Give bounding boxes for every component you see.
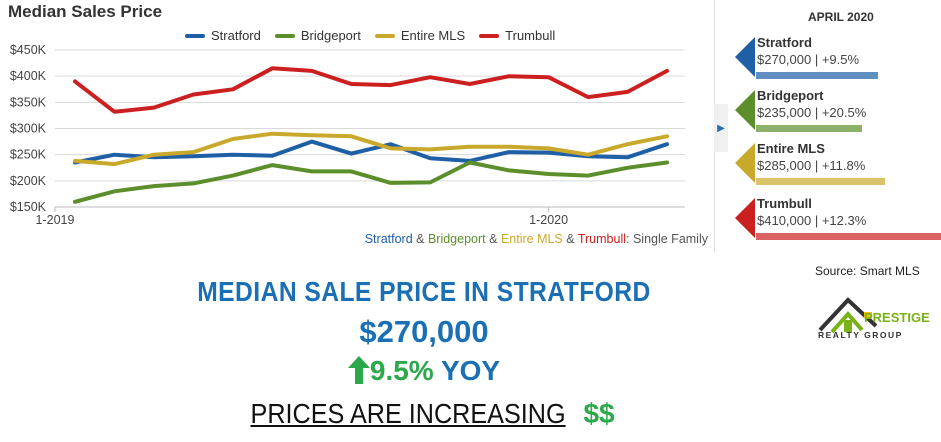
legend-item-trumbull[interactable]: Trumbull (479, 28, 555, 43)
legend-label: Entire MLS (400, 28, 466, 43)
card-bar-track (756, 125, 941, 132)
headline-title: MEDIAN SALE PRICE IN STRATFORD (197, 276, 651, 307)
card-bar (756, 72, 878, 79)
flag-icon (735, 143, 755, 183)
card-name: Bridgeport (757, 88, 824, 103)
change-period: YOY (433, 355, 501, 386)
card-stat: $285,000 | +11.8% (757, 158, 866, 173)
caption-part: Bridgeport (427, 232, 486, 246)
chart-title: Median Sales Price (8, 2, 163, 21)
message-text: PRICES ARE INCREASING (250, 398, 566, 429)
caption-part: & (562, 232, 578, 246)
card-bar (756, 178, 885, 185)
card-bar (756, 233, 941, 240)
flag-icon (735, 198, 755, 238)
flag-icon (735, 90, 755, 130)
series-line-entire-mls (73, 131, 669, 167)
logo-icon (818, 297, 878, 334)
y-tick-label: $300K (10, 122, 47, 136)
caption-part: : Single Family (626, 232, 708, 246)
y-tick-label: $150K (10, 200, 47, 214)
card-stat: $410,000 | +12.3% (757, 213, 867, 228)
card-name: Entire MLS (757, 141, 825, 156)
caption-part: & (485, 232, 501, 246)
y-tick-label: $400K (10, 69, 47, 83)
caption-part: Entire MLS (500, 232, 563, 246)
summary-card-bridgeport[interactable]: Bridgeport $235,000 | +20.5% (735, 88, 941, 132)
legend-item-bridgeport[interactable]: Bridgeport (274, 28, 361, 43)
headline-message: PRICES ARE INCREASING $$ (0, 398, 848, 430)
y-tick-label: $350K (10, 95, 47, 109)
logo-subtext: REALTY GROUP (818, 330, 903, 340)
chevron-right-icon[interactable]: ▶ (714, 104, 728, 152)
summary-card-stratford[interactable]: Stratford $270,000 | +9.5% (735, 35, 941, 79)
y-tick-label: $450K (10, 43, 47, 57)
legend-swatch (374, 33, 395, 38)
source-note: Source: Smart MLS (815, 264, 920, 278)
card-bar (756, 125, 863, 132)
x-tick-label: 1-2019 (36, 213, 75, 227)
legend-label: Bridgeport (300, 28, 361, 43)
headline-change: 9.5% YOY (0, 355, 848, 387)
panel-date: APRIL 2020 (808, 10, 874, 24)
summary-card-entire-mls[interactable]: Entire MLS $285,000 | +11.8% (735, 141, 941, 185)
flag-icon (735, 37, 755, 77)
legend-swatch (274, 33, 295, 38)
change-percent: 9.5% (369, 355, 434, 386)
card-stat: $235,000 | +20.5% (757, 105, 867, 120)
headline-price: $270,000 (359, 314, 489, 349)
card-name: Stratford (757, 35, 812, 50)
card-stat: $270,000 | +9.5% (757, 52, 860, 67)
legend-swatch (185, 33, 205, 38)
card-bar-track (756, 72, 941, 79)
legend-item-stratford[interactable]: Stratford (185, 28, 261, 43)
chart-legend: Stratford Bridgeport Entire MLS Trumbull (185, 28, 555, 43)
card-bar-track (756, 233, 941, 240)
legend-swatch (479, 33, 500, 38)
legend-item-entire-mls[interactable]: Entire MLS (374, 28, 466, 43)
summary-card-trumbull[interactable]: Trumbull $410,000 | +12.3% (735, 196, 941, 240)
up-arrow-icon (347, 356, 370, 384)
series-line-stratford (73, 139, 669, 165)
y-tick-label: $200K (10, 174, 47, 188)
card-bar-track (756, 178, 941, 185)
y-tick-label: $250K (10, 148, 47, 162)
series-line-trumbull (73, 66, 669, 114)
message-suffix: $$ (583, 398, 615, 429)
line-chart: $150K $200K $250K $300K $350K $400K $450K 1-201… (10, 43, 685, 227)
chart-caption: Stratford & Bridgeport & Entire MLS & Tr… (365, 232, 708, 246)
caption-part: Trumbull (577, 232, 627, 246)
logo-text: PRESTIGE (864, 310, 930, 325)
caption-part: Stratford (364, 232, 413, 246)
series-line-bridgeport (73, 160, 669, 204)
card-name: Trumbull (757, 196, 812, 211)
caption-part: & (412, 232, 428, 246)
legend-label: Trumbull (505, 28, 556, 43)
legend-label: Stratford (211, 28, 261, 43)
x-tick-label: 1-2020 (529, 213, 568, 227)
